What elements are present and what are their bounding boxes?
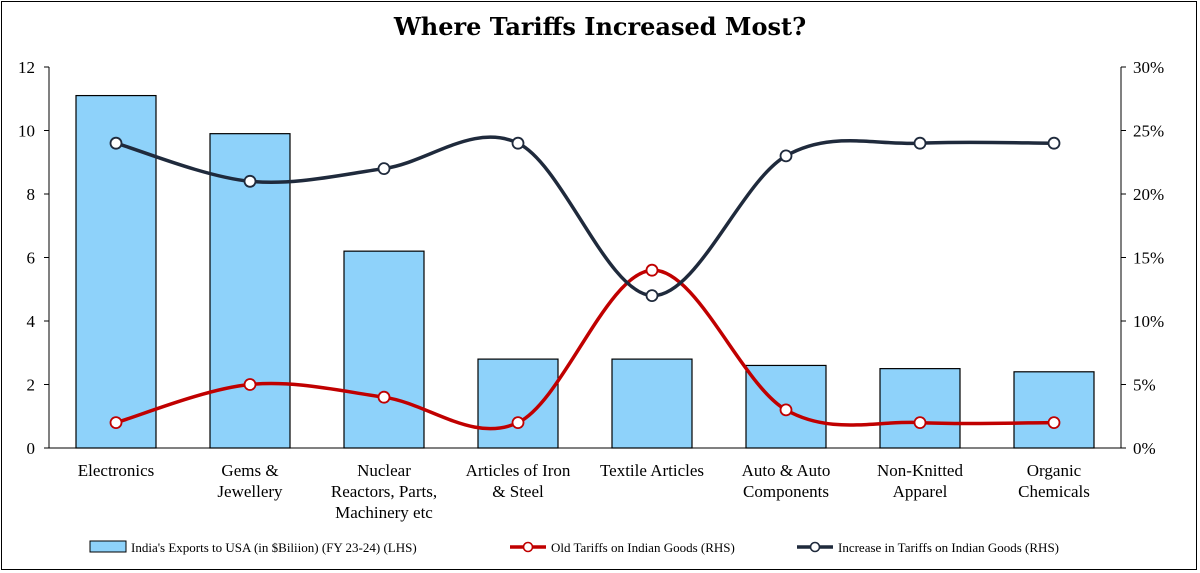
right-tick-label: 25% xyxy=(1133,122,1164,141)
category-label: Electronics xyxy=(78,461,154,480)
left-tick-label: 8 xyxy=(27,185,36,204)
left-tick-label: 4 xyxy=(27,312,36,331)
old-tariff-point xyxy=(913,416,927,430)
category-label: Articles of Iron & Steel xyxy=(466,461,571,501)
tariff-increase-point xyxy=(779,149,793,163)
left-tick-label: 2 xyxy=(27,376,36,395)
right-tick-label: 20% xyxy=(1133,185,1164,204)
right-tick-label: 10% xyxy=(1133,312,1164,331)
old-tariff-point xyxy=(511,416,525,430)
export-bar xyxy=(477,358,559,449)
export-bar xyxy=(343,250,425,449)
old-tariff-point xyxy=(1047,416,1061,430)
legend-label-old-tariff: Old Tariffs on Indian Goods (RHS) xyxy=(551,540,735,555)
category-label: Non-Knitted Apparel xyxy=(877,461,963,501)
category-label: Gems & Jewellery xyxy=(217,461,283,501)
right-tick-label: 30% xyxy=(1133,58,1164,77)
legend-marker-tariff-increase xyxy=(809,541,821,553)
left-tick-label: 0 xyxy=(27,439,36,458)
right-tick-label: 15% xyxy=(1133,249,1164,268)
export-bar xyxy=(611,358,693,449)
right-tick-label: 5% xyxy=(1133,376,1156,395)
export-bar xyxy=(879,368,961,449)
old-tariff-point xyxy=(645,263,659,277)
export-bar xyxy=(1013,371,1095,449)
old-tariff-line xyxy=(115,268,1055,431)
tariff-increase-point xyxy=(913,136,927,150)
tariff-increase-point xyxy=(511,136,525,150)
left-tick-label: 12 xyxy=(18,58,35,77)
left-tick-label: 6 xyxy=(27,249,36,268)
chart-title: Where Tariffs Increased Most? xyxy=(393,12,807,41)
category-label: Auto & Auto Components xyxy=(742,461,831,501)
legend-label-tariff-increase: Increase in Tariffs on Indian Goods (RHS… xyxy=(838,540,1059,555)
right-tick-label: 0% xyxy=(1133,439,1156,458)
legend-label-exports: India's Exports to USA (in $Biliion) (FY… xyxy=(131,540,417,555)
tariff-increase-point xyxy=(1047,136,1061,150)
tariff-increase-point xyxy=(243,174,257,188)
left-tick-label: 10 xyxy=(18,122,35,141)
old-tariff-point xyxy=(243,378,257,391)
tariff-increase-point xyxy=(645,289,659,303)
old-tariff-point xyxy=(109,416,123,430)
category-label: Nuclear Reactors, Parts, Machinery etc xyxy=(331,461,437,522)
category-label: Organic Chemicals xyxy=(1018,461,1090,501)
tariff-increase-point xyxy=(109,136,123,150)
tariff-increase-line xyxy=(115,135,1055,298)
category-label: Textile Articles xyxy=(600,461,704,480)
old-tariff-point xyxy=(377,390,391,404)
tariff-increase-point xyxy=(377,162,391,176)
legend-marker-old-tariff xyxy=(522,541,534,553)
old-tariff-point xyxy=(779,403,793,417)
legend-swatch-exports xyxy=(89,540,127,553)
